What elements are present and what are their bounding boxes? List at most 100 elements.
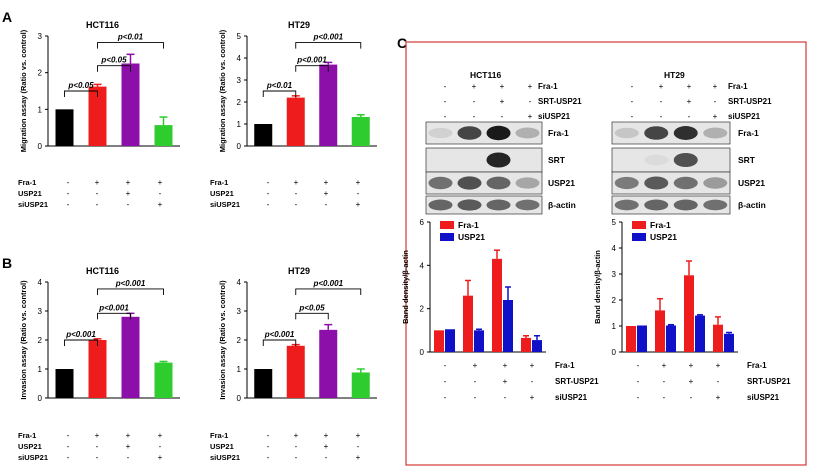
- y-tick-label: 2: [38, 69, 43, 78]
- significance-label: p<0.05: [100, 56, 127, 65]
- condition-sign: -: [267, 431, 270, 440]
- condition-row-label: USP21: [18, 189, 42, 198]
- condition-sign: +: [662, 361, 667, 370]
- blot-condition-sign: +: [500, 97, 505, 106]
- condition-sign: +: [126, 178, 131, 187]
- condition-sign: -: [637, 361, 640, 370]
- condition-sign: -: [67, 178, 70, 187]
- blot-condition-sign: -: [444, 112, 447, 121]
- condition-row-label: Fra-1: [210, 431, 228, 440]
- blot-condition-sign: +: [687, 97, 692, 106]
- bar: [351, 372, 370, 398]
- significance-bracket: [262, 90, 297, 97]
- condition-sign: +: [158, 431, 163, 440]
- y-axis-label: Invasion assay (Ratio vs. control): [218, 280, 227, 400]
- condition-sign: -: [267, 200, 270, 209]
- bar: [713, 324, 723, 352]
- blot-band: [673, 126, 698, 140]
- condition-sign: +: [294, 178, 299, 187]
- legend-swatch: [440, 221, 454, 229]
- bar: [724, 333, 734, 352]
- legend-swatch: [440, 233, 454, 241]
- chart-title: HT29: [288, 266, 310, 276]
- condition-sign: -: [159, 189, 162, 198]
- y-tick-label: 3: [612, 270, 617, 279]
- condition-sign: -: [295, 200, 298, 209]
- y-tick-label: 4: [38, 278, 43, 287]
- blot-condition-sign: +: [713, 82, 718, 91]
- bar: [532, 340, 542, 352]
- blot-band: [614, 176, 639, 190]
- blot-condition-sign: -: [473, 97, 476, 106]
- y-axis-label: Migration assay (Ratio vs. control): [19, 29, 28, 152]
- y-tick-label: 1: [612, 322, 617, 331]
- bar: [88, 86, 107, 146]
- y-tick-label: 2: [38, 336, 43, 345]
- condition-sign: +: [95, 431, 100, 440]
- condition-sign: +: [324, 431, 329, 440]
- blot-band: [428, 127, 453, 139]
- significance-bracket: [64, 90, 98, 97]
- condition-sign: -: [531, 377, 534, 386]
- y-tick-label: 0: [420, 348, 425, 357]
- condition-row-label: SRT-USP21: [555, 377, 599, 386]
- condition-row-label: siUSP21: [747, 393, 780, 402]
- condition-sign: +: [689, 377, 694, 386]
- blot-band: [515, 177, 540, 189]
- blot-band: [428, 176, 453, 190]
- condition-sign: -: [67, 453, 70, 462]
- y-axis-label: Migration assay (Ratio vs. control): [218, 29, 227, 152]
- condition-sign: -: [444, 393, 447, 402]
- blot-band: [614, 199, 639, 211]
- blot-strip: [425, 195, 543, 215]
- blot-condition-sign: -: [444, 82, 447, 91]
- condition-sign: +: [158, 200, 163, 209]
- blot-band: [457, 176, 482, 190]
- significance-bracket: [262, 339, 297, 346]
- blot-band: [486, 125, 511, 141]
- condition-sign: -: [267, 453, 270, 462]
- blot-condition-sign: +: [528, 82, 533, 91]
- condition-sign: -: [267, 189, 270, 198]
- bar: [154, 125, 173, 146]
- blot-band: [673, 176, 698, 190]
- significance-label: p<0.01: [117, 33, 144, 42]
- western-blot-right: HT29 Fra-1 - + + + SRT-USP21 - - + - siUSP21 - - - + Fra…: [611, 70, 772, 215]
- condition-sign: -: [67, 200, 70, 209]
- condition-sign: -: [295, 453, 298, 462]
- condition-sign: -: [717, 377, 720, 386]
- y-tick-label: 2: [237, 336, 242, 345]
- y-tick-label: 2: [420, 305, 425, 314]
- blot-band: [614, 127, 639, 139]
- condition-row-label: Fra-1: [747, 361, 767, 370]
- chart-C-HCT116: 0 2 4 6 Band density/β-actin Fra-1 USP21 Fra-1 -…: [401, 218, 599, 402]
- condition-sign: -: [325, 200, 328, 209]
- bar: [254, 369, 273, 398]
- condition-sign: -: [690, 393, 693, 402]
- legend-label: USP21: [458, 232, 485, 242]
- y-tick-label: 0: [612, 348, 617, 357]
- blot-condition-sign: -: [660, 112, 663, 121]
- blot-condition-sign: +: [528, 112, 533, 121]
- bar: [463, 295, 473, 352]
- condition-sign: -: [96, 442, 99, 451]
- condition-sign: -: [357, 189, 360, 198]
- charts-layer: HCT116 0 1 2 3 Migration assay (Ratio vs. con…: [18, 20, 791, 462]
- bar: [55, 369, 74, 398]
- panel-c-frame: [405, 41, 807, 466]
- bar: [55, 109, 74, 146]
- condition-sign: -: [637, 393, 640, 402]
- condition-sign: +: [294, 431, 299, 440]
- bar: [121, 316, 140, 398]
- bar: [319, 64, 338, 146]
- condition-sign: +: [689, 361, 694, 370]
- blot-band: [486, 176, 511, 190]
- y-tick-label: 3: [237, 76, 242, 85]
- condition-sign: -: [504, 393, 507, 402]
- bar: [254, 124, 273, 146]
- chart-A-HT29: HT29 0 1 2 3 4 5 Migration assay (Ratio vs. con…: [210, 20, 377, 209]
- significance-bracket: [295, 42, 362, 49]
- condition-sign: -: [67, 442, 70, 451]
- bar: [88, 340, 107, 398]
- bar: [695, 315, 705, 352]
